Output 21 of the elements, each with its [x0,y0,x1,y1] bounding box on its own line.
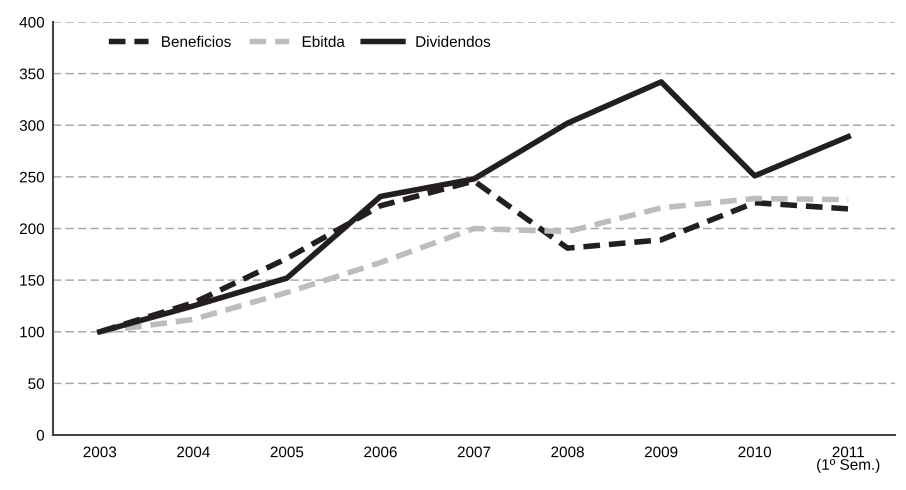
y-tick-label: 300 [20,120,44,131]
y-tick-label: 50 [28,378,44,390]
y-tick-label: 350 [20,68,44,80]
x-tick-label: 2009 [644,446,678,458]
x-tick-label: 2006 [364,446,397,458]
x-tick-label: 2003 [84,446,116,458]
y-tick-label: 150 [20,274,44,286]
x-tick-label: 2007 [458,446,490,458]
y-tick-label: 200 [20,223,44,234]
x-tick-label: 2004 [177,446,210,458]
y-tick-label: 250 [20,172,44,183]
y-tick-label: 0 [36,430,44,441]
x-tick-label: 2010 [738,446,772,458]
x-tick-label: 2005 [270,446,304,458]
y-tick-label: 100 [20,326,44,338]
x-tick-label: 2008 [551,446,584,458]
y-tick-label: 400 [20,16,44,28]
legend-label: Dividendos [416,36,490,47]
x-tick-label: 2011 (1º Sem.) [817,446,880,473]
legend-label: Ebitda [302,36,345,47]
legend-label: Beneficios [162,36,231,47]
